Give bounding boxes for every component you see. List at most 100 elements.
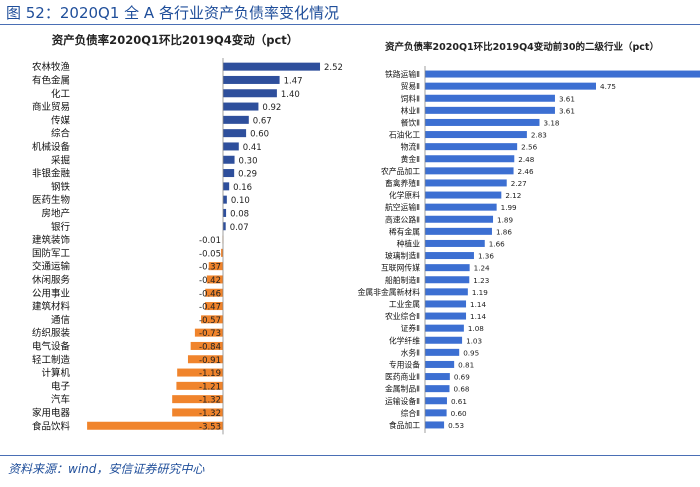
- category-label-left-14: 建筑装饰: [32, 234, 70, 246]
- bar-right-3: [425, 94, 555, 102]
- value-label-right-3: 3.61: [559, 94, 575, 103]
- category-label-right-8: 黄金Ⅱ: [401, 154, 421, 164]
- bar-right-6: [425, 131, 527, 139]
- left-chart-title: 资产负债率2020Q1环比2019Q4变动（pct）: [52, 33, 299, 47]
- value-label-right-26: 0.69: [454, 373, 470, 382]
- value-label-left-16: -0.37: [199, 263, 221, 273]
- value-label-left-7: 0.41: [243, 143, 262, 153]
- category-label-right-10: 畜禽养殖Ⅱ: [385, 178, 420, 188]
- category-label-right-15: 种植业: [397, 238, 421, 248]
- bar-right-23: [425, 336, 463, 344]
- value-label-left-15: -0.05: [199, 249, 221, 259]
- value-label-left-27: -1.32: [199, 409, 221, 419]
- value-label-left-24: -1.19: [199, 369, 221, 379]
- left-bar-chart: 资产负债率2020Q1环比2019Q4变动（pct） 农林牧渔 2.52 有色金属 1.…: [32, 33, 343, 435]
- category-label-right-6: 石油化工: [389, 130, 420, 140]
- category-label-right-13: 高速公路Ⅱ: [385, 214, 420, 224]
- value-label-right-14: 1.86: [496, 227, 512, 236]
- category-label-right-29: 综合Ⅱ: [401, 408, 421, 418]
- bar-right-12: [425, 203, 497, 211]
- bar-right-26: [425, 373, 450, 381]
- category-label-left-23: 轻工制造: [32, 354, 71, 366]
- category-label-right-24: 水务Ⅱ: [401, 347, 421, 357]
- bar-left-10: [223, 182, 230, 191]
- category-label-left-27: 家用电器: [32, 407, 71, 419]
- bar-right-14: [425, 227, 492, 235]
- value-label-left-19: -0.47: [199, 303, 221, 313]
- value-label-left-22: -0.84: [199, 342, 221, 352]
- value-label-right-21: 1.14: [470, 312, 486, 321]
- category-label-right-12: 航空运输Ⅱ: [385, 202, 420, 212]
- bar-right-28: [425, 397, 447, 405]
- category-label-right-21: 农业综合Ⅱ: [385, 311, 420, 321]
- bar-left-20: [201, 315, 223, 324]
- bar-left-15: [221, 248, 223, 257]
- value-label-left-1: 2.52: [324, 63, 343, 73]
- bar-left-19: [204, 302, 223, 311]
- bar-left-1: [223, 62, 321, 71]
- category-label-right-3: 饲料Ⅱ: [401, 93, 421, 103]
- value-label-right-13: 1.89: [497, 215, 513, 224]
- bar-right-2: [425, 82, 596, 90]
- category-label-left-1: 农林牧渔: [32, 61, 71, 73]
- category-label-right-11: 化学原料: [389, 190, 420, 200]
- value-label-right-27: 0.68: [453, 385, 469, 394]
- value-label-left-14: -0.01: [199, 236, 221, 246]
- value-label-right-4: 3.61: [559, 106, 575, 115]
- bar-right-19: [425, 288, 468, 296]
- category-label-right-14: 稀有金属: [389, 226, 420, 236]
- value-label-right-15: 1.66: [489, 239, 505, 248]
- category-label-right-25: 专用设备: [389, 359, 420, 369]
- bar-left-3: [223, 89, 277, 98]
- bar-left-11: [223, 195, 227, 204]
- bar-left-2: [223, 75, 280, 84]
- bar-left-7: [223, 142, 239, 151]
- category-label-left-3: 化工: [51, 88, 71, 100]
- category-label-left-12: 房地产: [41, 207, 70, 219]
- category-label-left-22: 电气设备: [32, 340, 71, 352]
- bar-left-23: [187, 355, 223, 364]
- value-label-left-12: 0.08: [230, 209, 249, 219]
- value-label-right-28: 0.61: [451, 397, 467, 406]
- value-label-left-25: -1.21: [199, 382, 221, 392]
- value-label-right-23: 1.03: [466, 336, 482, 345]
- value-label-left-6: 0.60: [250, 130, 269, 140]
- bar-left-13: [223, 222, 226, 231]
- bottom-rule: [0, 455, 700, 456]
- bar-left-12: [223, 208, 227, 217]
- value-label-right-12: 1.99: [501, 203, 517, 212]
- bar-right-7: [425, 143, 518, 151]
- category-label-left-13: 银行: [51, 221, 71, 233]
- bar-right-22: [425, 324, 464, 332]
- right-bar-chart: 资产负债率2020Q1环比2019Q4变动前30的二级行业（pct）铁路运输Ⅱ8…: [358, 41, 700, 433]
- source-note: 资料来源：wind，安信证券研究中心: [8, 462, 205, 476]
- bar-right-8: [425, 155, 515, 163]
- category-label-right-7: 物流Ⅱ: [401, 142, 421, 152]
- bar-left-18: [205, 288, 223, 297]
- bar-left-9: [223, 169, 235, 178]
- bar-right-29: [425, 409, 447, 417]
- category-label-right-26: 医药商业Ⅱ: [385, 372, 420, 382]
- value-label-left-9: 0.29: [238, 170, 257, 180]
- value-label-right-16: 1.36: [478, 252, 494, 261]
- category-label-left-28: 食品饮料: [32, 420, 71, 432]
- bar-right-1: [425, 70, 700, 78]
- category-label-left-26: 汽车: [51, 394, 70, 406]
- value-label-right-8: 2.48: [518, 155, 534, 164]
- category-label-left-17: 休闲服务: [32, 274, 71, 286]
- category-label-left-16: 交通运输: [32, 261, 71, 273]
- bar-right-18: [425, 276, 470, 284]
- category-label-right-1: 铁路运输Ⅱ: [385, 69, 420, 79]
- category-label-left-20: 通信: [51, 314, 70, 326]
- value-label-right-6: 2.83: [531, 131, 547, 140]
- category-label-left-24: 计算机: [41, 367, 70, 379]
- value-label-right-29: 0.60: [451, 409, 467, 418]
- bar-left-5: [223, 115, 249, 124]
- bar-right-11: [425, 191, 502, 199]
- value-label-left-18: -0.46: [199, 289, 221, 299]
- value-label-left-3: 1.40: [281, 90, 300, 100]
- value-label-right-5: 3.18: [543, 118, 559, 127]
- category-label-right-28: 运输设备Ⅱ: [385, 396, 420, 406]
- category-label-right-2: 贸易Ⅱ: [401, 81, 421, 91]
- value-label-right-7: 2.56: [521, 143, 537, 152]
